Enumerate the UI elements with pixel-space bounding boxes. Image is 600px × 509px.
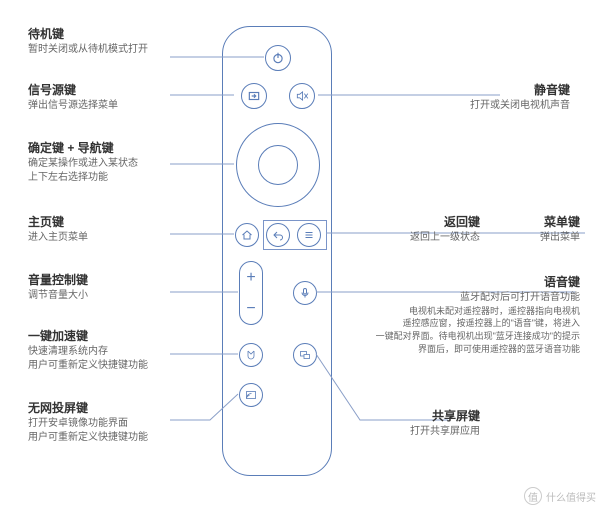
label-title: 信号源键	[28, 82, 118, 99]
label-menu: 菜单键 弹出菜单	[540, 214, 580, 245]
power-button[interactable]	[265, 45, 291, 71]
label-desc: 用户可重新定义快捷键功能	[28, 359, 148, 373]
label-title: 一键加速键	[28, 328, 148, 345]
label-title: 静音键	[470, 82, 570, 99]
label-mute: 静音键 打开或关闭电视机声音	[470, 82, 570, 113]
label-desc: 确定某操作或进入某状态	[28, 157, 138, 171]
label-share: 共享屏键 打开共享屏应用	[410, 408, 480, 439]
label-desc: 打开安卓镜像功能界面	[28, 417, 148, 431]
ok-button[interactable]	[258, 145, 298, 185]
label-desc: 弹出菜单	[540, 231, 580, 245]
label-desc: 弹出信号源选择菜单	[28, 99, 118, 113]
label-desc: 调节音量大小	[28, 289, 88, 303]
watermark-text: 什么值得买	[546, 489, 596, 504]
label-desc: 蓝牙配对后可打开语音功能	[376, 291, 580, 305]
label-back: 返回键 返回上一级状态	[410, 214, 480, 245]
label-title: 共享屏键	[410, 408, 480, 425]
label-title: 语音键	[376, 274, 580, 291]
source-button[interactable]	[241, 83, 267, 109]
label-desc: 一键配对界面。待电视机出现"蓝牙连接成功"的提示	[376, 330, 580, 343]
label-cast: 无网投屏键 打开安卓镜像功能界面 用户可重新定义快捷键功能	[28, 400, 148, 445]
label-desc: 用户可重新定义快捷键功能	[28, 431, 148, 445]
label-title: 返回键	[410, 214, 480, 231]
label-desc: 快速清理系统内存	[28, 345, 148, 359]
label-power: 待机键 暂时关闭或从待机模式打开	[28, 26, 148, 57]
watermark: 值 什么值得买	[524, 487, 596, 505]
home-button[interactable]	[235, 223, 259, 247]
label-source: 信号源键 弹出信号源选择菜单	[28, 82, 118, 113]
label-desc: 上下左右选择功能	[28, 171, 138, 185]
label-title: 主页键	[28, 214, 88, 231]
share-screen-button[interactable]	[293, 343, 317, 367]
accelerate-button[interactable]	[239, 343, 263, 367]
label-voice: 语音键 蓝牙配对后可打开语音功能 电视机未配对遥控器时，遥控器指向电视机 遥控感…	[376, 274, 580, 355]
menu-button[interactable]	[297, 223, 321, 247]
label-title: 无网投屏键	[28, 400, 148, 417]
label-accel: 一键加速键 快速清理系统内存 用户可重新定义快捷键功能	[28, 328, 148, 373]
watermark-icon: 值	[524, 487, 542, 505]
label-title: 待机键	[28, 26, 148, 43]
label-volume: 音量控制键 调节音量大小	[28, 272, 88, 303]
volume-up-icon: +	[246, 270, 255, 286]
label-desc: 暂时关闭或从待机模式打开	[28, 43, 148, 57]
volume-down-icon: −	[246, 301, 255, 317]
label-ok: 确定键 + 导航键 确定某操作或进入某状态 上下左右选择功能	[28, 140, 138, 185]
label-desc: 界面后，即可使用遥控器的蓝牙语音功能	[376, 343, 580, 356]
back-button[interactable]	[266, 223, 290, 247]
label-desc: 打开共享屏应用	[410, 425, 480, 439]
label-title: 菜单键	[540, 214, 580, 231]
remote-body: + −	[222, 26, 332, 476]
label-desc: 打开或关闭电视机声音	[470, 99, 570, 113]
label-desc: 遥控感应窗，按遥控器上的"语音"键，将进入	[376, 317, 580, 330]
cast-button[interactable]	[239, 383, 263, 407]
label-desc: 返回上一级状态	[410, 231, 480, 245]
label-desc: 进入主页菜单	[28, 231, 88, 245]
label-desc: 电视机未配对遥控器时，遥控器指向电视机	[376, 305, 580, 318]
mute-button[interactable]	[289, 83, 315, 109]
volume-rocker[interactable]: + −	[239, 261, 263, 325]
label-title: 音量控制键	[28, 272, 88, 289]
label-home: 主页键 进入主页菜单	[28, 214, 88, 245]
voice-button[interactable]	[293, 281, 317, 305]
label-title: 确定键 + 导航键	[28, 140, 138, 157]
